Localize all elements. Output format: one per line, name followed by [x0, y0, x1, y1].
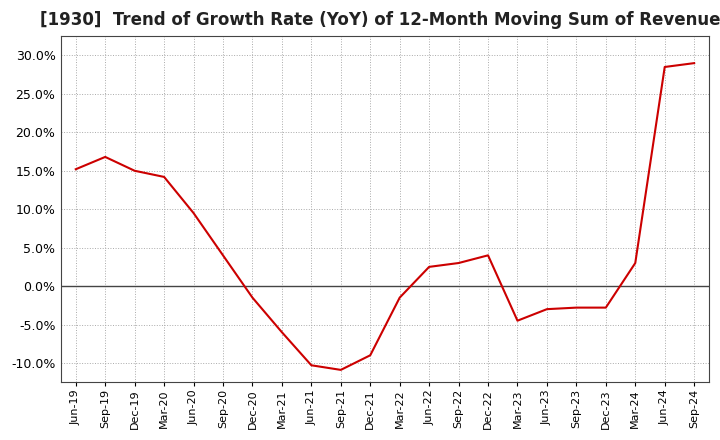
Title: [1930]  Trend of Growth Rate (YoY) of 12-Month Moving Sum of Revenues: [1930] Trend of Growth Rate (YoY) of 12-…	[40, 11, 720, 29]
